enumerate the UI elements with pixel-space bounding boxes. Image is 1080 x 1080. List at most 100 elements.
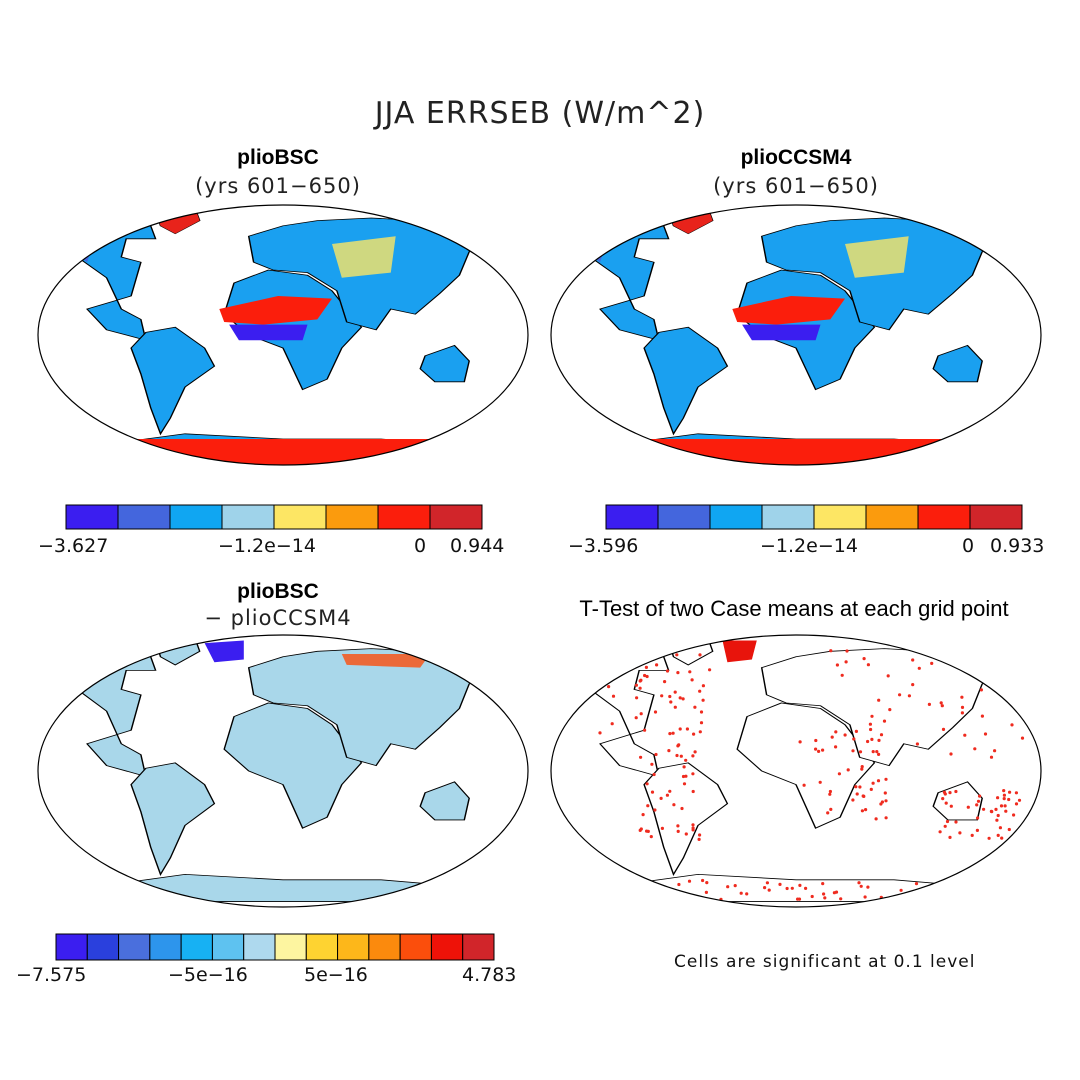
significance-dot <box>996 796 1000 800</box>
significance-dot <box>814 738 818 743</box>
significance-dot <box>858 750 863 754</box>
significance-dot <box>823 896 827 900</box>
colorbar-swatch <box>86 933 120 961</box>
significance-dot <box>705 881 709 885</box>
significance-dot <box>687 879 692 883</box>
significance-dot <box>918 892 922 896</box>
significance-dot <box>726 885 730 889</box>
significance-dot <box>874 817 878 821</box>
colorbar-2-tick-max: 0.933 <box>990 535 1045 557</box>
colorbar-swatch <box>865 504 919 530</box>
colorbar-swatch <box>917 504 971 530</box>
significance-dot <box>1010 723 1014 727</box>
significance-dot <box>610 722 614 726</box>
significance-dot <box>979 688 984 692</box>
significance-dot <box>832 891 837 895</box>
significance-dot <box>854 729 859 734</box>
colorbar-2-tick-mid: −1.2e−14 <box>760 535 858 557</box>
colorbar-1-tick-mid: −1.2e−14 <box>218 535 316 557</box>
significance-dot <box>976 799 981 803</box>
significance-dot <box>879 802 883 806</box>
significance-dot <box>915 742 920 746</box>
significance-dot <box>829 649 833 653</box>
significance-dot <box>866 663 871 667</box>
significance-dot <box>899 888 903 892</box>
significance-dot <box>852 737 856 741</box>
colorbar-swatch <box>761 504 815 530</box>
significance-dot <box>881 899 886 903</box>
significance-dot <box>987 836 991 840</box>
significance-dot <box>839 897 843 901</box>
significance-dot <box>767 888 771 892</box>
significance-dot <box>646 804 650 808</box>
significance-dot <box>830 735 834 739</box>
significance-dot <box>963 733 967 737</box>
significance-dot <box>993 749 997 753</box>
significance-dot <box>692 732 696 736</box>
significance-dot <box>698 653 702 657</box>
significance-dot <box>886 674 890 678</box>
significance-dot <box>663 680 667 684</box>
significance-dot <box>691 823 695 827</box>
panel-1-title: plioBSC <box>237 146 319 169</box>
significance-dot <box>976 816 980 820</box>
colorbar-2-tick-zero: 0 <box>962 535 975 557</box>
significance-dot <box>643 728 647 732</box>
significance-dot <box>862 657 866 661</box>
significance-note: Cells are significant at 0.1 level <box>674 952 976 972</box>
significance-dot <box>1002 793 1007 797</box>
significance-dot <box>1020 651 1024 655</box>
colorbar-swatch <box>399 933 432 961</box>
significance-dot <box>635 696 639 700</box>
significance-dot <box>634 683 639 687</box>
significance-dot <box>860 809 865 813</box>
significance-dot <box>871 781 875 785</box>
significance-dot <box>676 671 680 675</box>
significance-dot <box>966 805 970 809</box>
significance-dot <box>860 767 864 771</box>
significance-dot <box>870 737 874 742</box>
significance-dot <box>639 827 643 831</box>
significance-dot <box>915 896 919 900</box>
significance-dot <box>804 886 808 891</box>
significance-dot <box>684 774 688 778</box>
significance-dot <box>733 884 737 888</box>
significance-dot <box>641 813 645 817</box>
significance-dot <box>869 787 873 792</box>
significance-dot <box>802 783 806 787</box>
significance-dot <box>996 813 1000 818</box>
significance-dot <box>693 705 697 709</box>
colorbar-swatch <box>368 933 401 961</box>
significance-dot <box>778 882 782 887</box>
significance-dot <box>1002 797 1006 801</box>
significance-dot <box>607 685 611 689</box>
significance-dot <box>907 694 912 698</box>
significance-dot <box>638 686 642 690</box>
significance-dot <box>908 892 913 897</box>
significance-dot <box>671 731 675 735</box>
significance-dot <box>851 749 855 753</box>
significance-dot <box>1014 791 1019 795</box>
colorbar-1 <box>65 504 483 530</box>
significance-dot <box>639 755 643 759</box>
significance-dot <box>667 892 671 896</box>
significance-dot <box>676 829 680 834</box>
significance-dot <box>999 804 1004 808</box>
significance-dot <box>843 733 847 737</box>
significance-dot <box>949 804 953 808</box>
significance-dot <box>690 678 694 682</box>
significance-dot <box>840 673 844 677</box>
significance-dot <box>1007 827 1011 832</box>
colorbar-swatch <box>117 504 171 530</box>
significance-dot <box>877 738 881 743</box>
significance-dot <box>939 701 943 705</box>
significance-dot <box>884 816 888 820</box>
significance-dot <box>670 896 674 901</box>
significance-dot <box>818 780 822 784</box>
significance-dot <box>638 679 642 683</box>
significance-dot <box>1017 798 1022 802</box>
significance-dot <box>652 883 656 887</box>
colorbar-swatch <box>118 933 151 961</box>
significance-dot <box>691 789 695 794</box>
colorbar-3-tick-max: 4.783 <box>462 964 517 986</box>
